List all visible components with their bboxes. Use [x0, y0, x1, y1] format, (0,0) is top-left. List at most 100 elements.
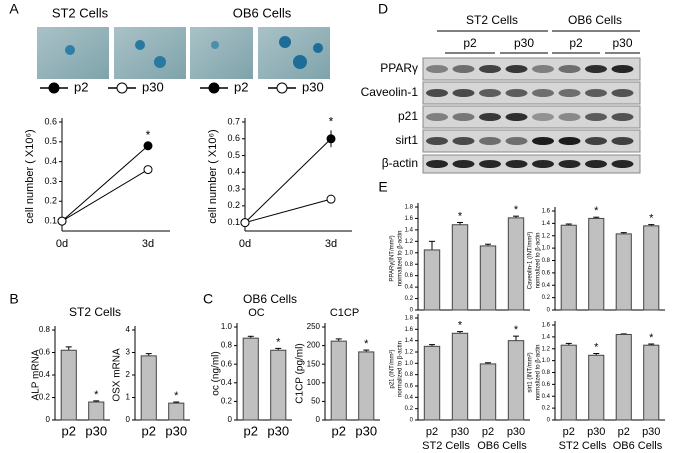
y-tick-label: 0.6 [39, 348, 51, 357]
x-tick-label: p30 [507, 426, 525, 438]
y-tick-label: 0.5 [44, 136, 57, 146]
y-tick-label: 0.6 [542, 382, 551, 388]
blot-band [452, 89, 475, 97]
x-tick-label: p30 [587, 426, 605, 438]
blot-band [532, 65, 554, 73]
y-axis-label: oc (ng/ml) [211, 351, 222, 395]
significance: * [458, 320, 463, 332]
y-tick-label: 1.4 [405, 338, 414, 344]
y-axis-label: normalized to β-actin [398, 231, 404, 287]
y-tick-label: 1.0 [542, 358, 551, 364]
blot-band [479, 160, 501, 168]
bar [270, 349, 287, 421]
y-tick-label: 0 [547, 308, 551, 314]
panel-title: ST2 Cells [52, 5, 109, 20]
blot-band [505, 137, 528, 145]
blot-band [532, 113, 554, 121]
blot-band [532, 160, 554, 168]
x-tick-label: p30 [642, 426, 660, 438]
bar [615, 233, 632, 311]
y-tick-label: 0 [228, 415, 233, 424]
y-tick-label: 0.6 [542, 270, 551, 276]
significance: * [514, 204, 519, 216]
y-tick-label: 0 [46, 415, 51, 424]
bar [588, 354, 605, 421]
y-tick-label: 0.6 [221, 359, 233, 368]
blot-band [452, 113, 475, 121]
panel-label: A [9, 1, 19, 17]
group-label: OB6 Cells [477, 440, 527, 452]
y-axis-label: sirt1 (INT/mm²) [528, 352, 534, 392]
blot-band [505, 65, 528, 73]
y-tick-label: 0.1 [44, 215, 57, 225]
y-tick-label: 1.0 [405, 250, 414, 256]
bar [242, 337, 259, 421]
group-label: OB6 Cells [613, 440, 663, 452]
blot-band [452, 65, 475, 73]
blot-band [558, 137, 581, 145]
y-tick-label: 0 [547, 418, 551, 424]
row-label: sirt1 [395, 133, 418, 147]
y-tick-label: 1.6 [405, 327, 414, 333]
stain [154, 56, 166, 68]
y-axis-label: cell number ( X10⁶) [207, 129, 219, 223]
y-axis-label: cell number ( X10⁶) [24, 129, 36, 223]
legend-marker [276, 82, 288, 94]
y-tick-label: 200 [307, 341, 321, 350]
blot-band [479, 113, 501, 121]
x-tick-label: 3d [325, 238, 337, 250]
y-tick-label: 1.8 [405, 316, 414, 322]
blot-band [426, 89, 448, 97]
y-axis-label: PPARγ(INT/mm²) [390, 235, 396, 281]
y-tick-label: 0.4 [542, 283, 551, 289]
y-tick-label: 0.2 [405, 406, 414, 412]
x-tick-label: 0d [56, 238, 68, 250]
legend-label: p2 [74, 79, 88, 94]
panel-title: ST2 Cells [69, 305, 121, 319]
row-label: Caveolin-1 [361, 85, 419, 99]
bar [451, 332, 469, 421]
row-label: PPARγ [380, 61, 418, 75]
y-tick-label: 0.4 [44, 156, 57, 166]
stain [211, 41, 219, 49]
blot-band [505, 160, 528, 168]
y-tick-label: 0.2 [542, 295, 551, 301]
blot-band [611, 89, 634, 97]
x-tick-label: p2 [142, 423, 156, 438]
point [326, 194, 336, 204]
x-tick-label: p2 [62, 423, 76, 438]
y-tick-label: 0.4 [227, 167, 240, 177]
y-tick-label: 1.4 [542, 221, 551, 227]
y-tick-label: 2 [126, 370, 131, 379]
legend-marker [208, 82, 220, 94]
y-tick-label: 1.4 [542, 334, 551, 340]
x-tick-label: p30 [165, 423, 187, 438]
y-tick-label: 0 [410, 308, 414, 314]
y-tick-label: 1.2 [405, 350, 414, 356]
y-axis-label: normalized to β-actin [536, 345, 542, 401]
series-line [61, 145, 149, 222]
panel-label: D [378, 1, 388, 17]
y-tick-label: 0.6 [227, 133, 240, 143]
significance: * [364, 338, 369, 350]
bar [358, 351, 375, 421]
blot-strip [422, 129, 641, 153]
x-tick-label: p30 [85, 423, 107, 438]
point [240, 218, 250, 228]
blot-band [532, 137, 554, 145]
stain [65, 45, 75, 55]
y-tick-label: 1.0 [542, 246, 551, 252]
blot-band [611, 113, 634, 121]
y-tick-label: 100 [307, 378, 321, 387]
cell-photos [37, 27, 330, 79]
point [143, 141, 153, 151]
significance: * [514, 324, 519, 336]
significance: * [329, 115, 334, 129]
y-tick-label: 0 [410, 418, 414, 424]
y-tick-label: 0.2 [227, 200, 240, 210]
y-tick-label: 0.8 [542, 258, 551, 264]
bar [507, 340, 525, 421]
y-axis-label: ALP mRNA [31, 349, 42, 400]
significance: * [594, 341, 599, 353]
bar [451, 224, 469, 311]
